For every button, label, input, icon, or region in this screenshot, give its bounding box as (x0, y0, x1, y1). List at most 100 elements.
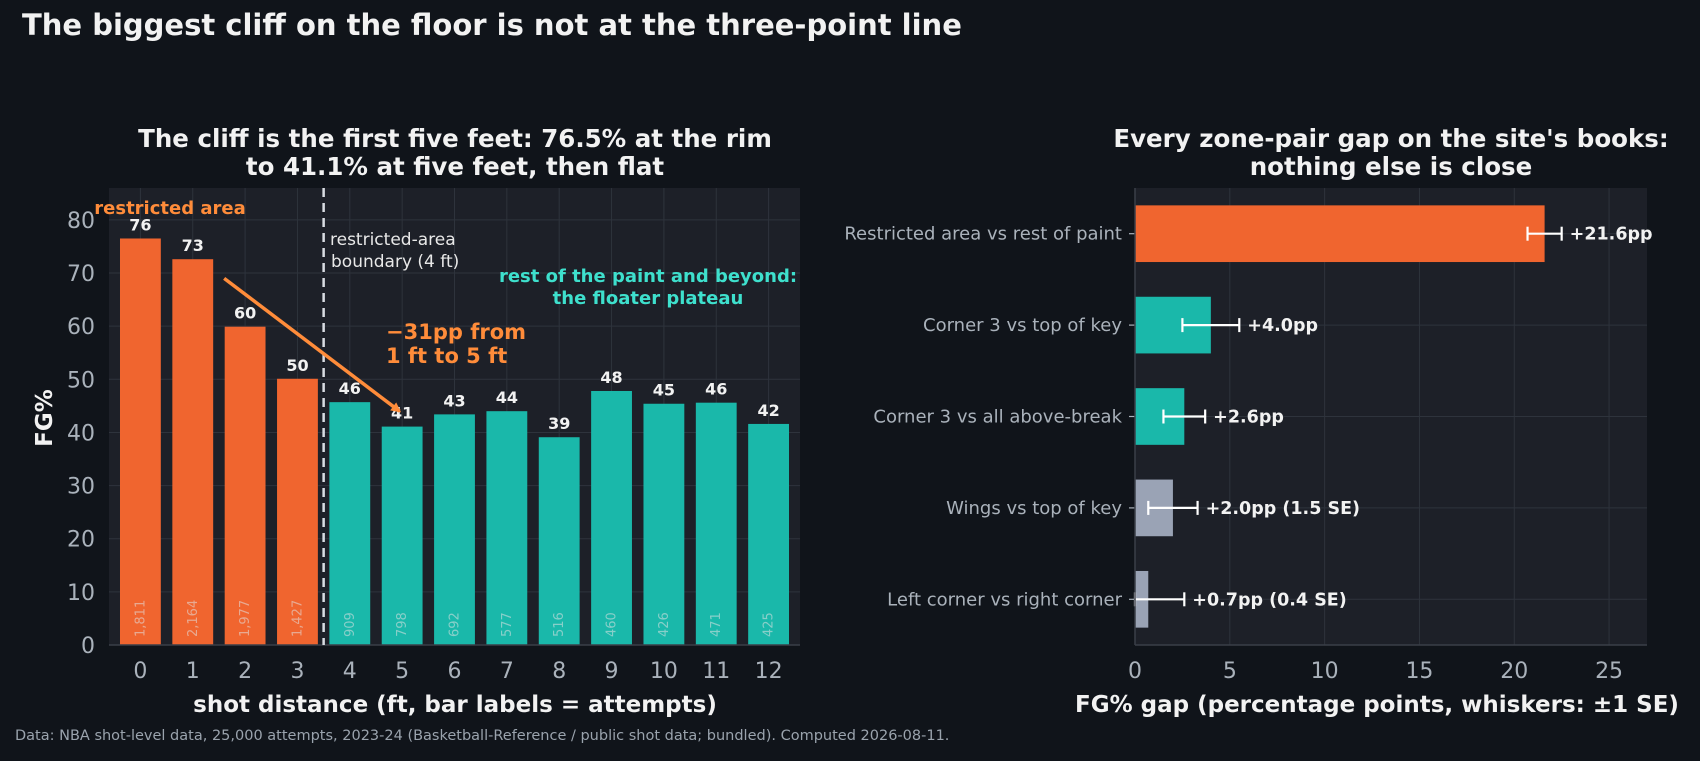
bar-attempts-label: 577 (500, 612, 515, 637)
left-x-tick-label: 4 (343, 659, 357, 684)
drop-annotation-line-2: 1 ft to 5 ft (386, 344, 507, 368)
bar-attempts-label: 1,427 (290, 600, 305, 637)
right-x-tick-label: 20 (1500, 659, 1528, 684)
right-title-line-2: nothing else is close (1250, 152, 1533, 181)
distance-bar (486, 411, 528, 645)
data-source-footnote: Data: NBA shot-level data, 25,000 attemp… (15, 728, 950, 744)
left-x-axis-label: shot distance (ft, bar labels = attempts… (193, 692, 717, 718)
distance-bar (224, 326, 266, 645)
distance-bar (643, 403, 685, 645)
left-y-tick-label: 30 (67, 475, 95, 500)
bar-attempts-label: 471 (709, 612, 724, 637)
distance-bar (434, 414, 475, 645)
gap-bar (1135, 205, 1545, 263)
zone-pair-label: Corner 3 vs all above-break (873, 407, 1122, 428)
gap-value-label: +2.6pp (1213, 408, 1284, 428)
right-bar-labels: +21.6pp +4.0pp +2.6pp +2.0pp (1.5 SE) +0.7pp… (1192, 225, 1652, 611)
plateau-annotation-line-2: the floater plateau (553, 288, 744, 309)
bar-value-label: 76 (129, 215, 151, 234)
zone-pair-label: Restricted area vs rest of paint (844, 224, 1122, 245)
left-title-line-2: to 41.1% at five feet, then flat (246, 152, 665, 181)
left-x-tick-label: 11 (702, 659, 730, 684)
zone-pair-label: Wings vs top of key (946, 498, 1122, 519)
bar-value-label: 45 (653, 381, 675, 400)
bar-value-label: 42 (757, 401, 779, 420)
bar-attempts-label: 426 (657, 612, 672, 637)
plateau-annotation-line-1: rest of the paint and beyond: (499, 266, 797, 287)
bar-value-label: 50 (286, 356, 308, 375)
gap-value-label: +0.7pp (0.4 SE) (1192, 590, 1346, 610)
left-x-tick-label: 12 (755, 659, 783, 684)
left-y-tick-label: 20 (67, 528, 95, 553)
left-y-tick-label: 80 (67, 209, 95, 234)
right-x-tick-label: 15 (1405, 659, 1433, 684)
distance-bar (538, 437, 580, 645)
left-y-tick-label: 50 (67, 368, 95, 393)
boundary-annotation-line-2: boundary (4 ft) (331, 252, 459, 272)
left-x-tick-label: 3 (290, 659, 304, 684)
left-y-tick-label: 70 (67, 262, 95, 287)
left-x-tick-label: 6 (448, 659, 462, 684)
bar-value-label: 73 (182, 236, 204, 255)
right-x-axis-label: FG% gap (percentage points, whiskers: ±1… (1075, 692, 1679, 718)
drop-annotation-line-1: −31pp from (386, 320, 526, 344)
bar-value-label: 60 (234, 304, 256, 323)
left-y-tick-label: 40 (67, 421, 95, 446)
distance-bar (591, 390, 632, 645)
bar-attempts-label: 1,811 (133, 600, 148, 637)
right-chart: +21.6pp +4.0pp +2.6pp +2.0pp (1.5 SE) +0.7pp… (844, 124, 1679, 718)
restricted-area-annotation: restricted area (94, 198, 245, 219)
right-title-line-1: Every zone-pair gap on the site's books: (1113, 124, 1668, 153)
distance-bar (172, 259, 214, 645)
left-y-tick-label: 60 (67, 315, 95, 340)
bar-value-label: 46 (705, 380, 727, 399)
zone-pair-label: Left corner vs right corner (887, 589, 1122, 610)
bar-attempts-label: 516 (552, 612, 567, 637)
bar-attempts-label: 1,977 (238, 600, 253, 637)
distance-bar (329, 402, 371, 645)
left-x-tick-label: 5 (395, 659, 409, 684)
right-ticks: 0 5 10 15 20 25 Restricted area vs rest of pai… (844, 188, 1647, 684)
left-x-tick-label: 9 (605, 659, 619, 684)
bar-attempts-label: 2,164 (186, 600, 201, 637)
bar-attempts-label: 692 (448, 612, 463, 637)
figure-title: The biggest cliff on the floor is not at… (22, 8, 962, 42)
gap-value-label: +2.0pp (1.5 SE) (1206, 499, 1360, 519)
bar-value-label: 48 (600, 368, 622, 387)
left-title-line-1: The cliff is the first five feet: 76.5% … (138, 124, 772, 153)
left-x-tick-label: 8 (552, 659, 566, 684)
right-x-tick-label: 5 (1223, 659, 1237, 684)
bar-attempts-label: 425 (762, 612, 777, 637)
left-x-tick-label: 7 (500, 659, 514, 684)
bar-value-label: 46 (339, 379, 361, 398)
left-x-tick-label: 0 (133, 659, 147, 684)
left-x-tick-label: 10 (650, 659, 678, 684)
distance-bar (381, 426, 423, 645)
right-x-tick-label: 0 (1128, 659, 1142, 684)
left-chart: 761,811732,164601,977501,427469094179843… (32, 124, 800, 718)
bar-attempts-label: 909 (343, 612, 358, 637)
left-y-tick-label: 0 (81, 634, 95, 659)
distance-bar (695, 402, 737, 645)
right-x-tick-label: 25 (1595, 659, 1623, 684)
bar-attempts-label: 460 (605, 612, 620, 637)
left-bars (119, 238, 790, 646)
distance-bar (119, 238, 161, 646)
bar-value-label: 44 (496, 388, 518, 407)
left-y-tick-label: 10 (67, 581, 95, 606)
bar-attempts-label: 798 (395, 612, 410, 637)
bar-value-label: 39 (548, 414, 570, 433)
gap-value-label: +21.6pp (1570, 225, 1653, 245)
left-x-tick-label: 2 (238, 659, 252, 684)
zone-pair-label: Corner 3 vs top of key (923, 315, 1122, 336)
bar-value-label: 43 (443, 391, 465, 410)
drop-arrow (223, 276, 402, 413)
gap-value-label: +4.0pp (1247, 316, 1318, 336)
left-x-tick-label: 1 (186, 659, 200, 684)
boundary-annotation-line-1: restricted-area (330, 230, 456, 250)
right-bars (1133, 205, 1563, 628)
left-y-axis-label: FG% (32, 389, 58, 447)
distance-bar (277, 378, 318, 645)
